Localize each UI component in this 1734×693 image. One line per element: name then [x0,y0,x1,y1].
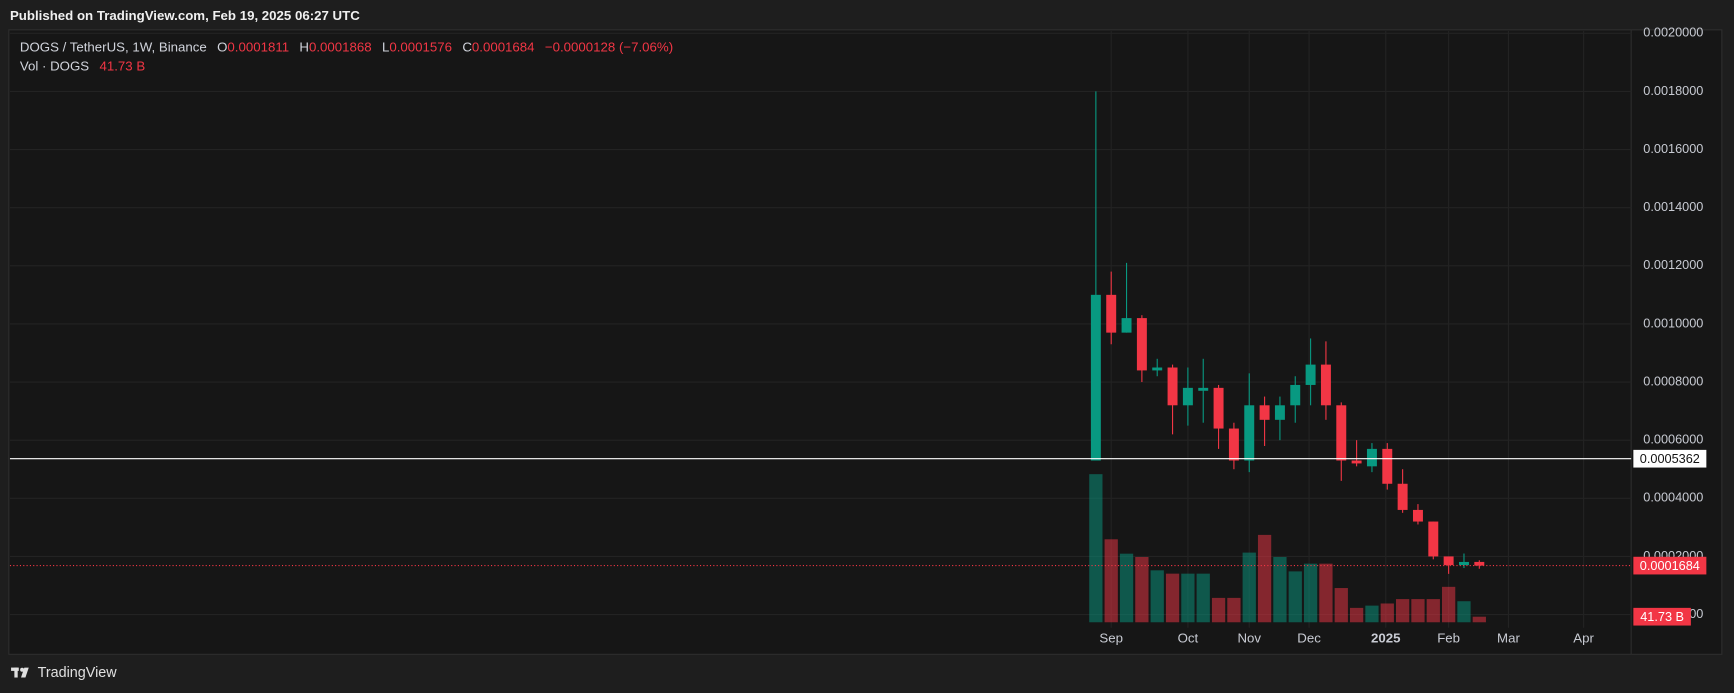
y-tick-label: 0.0016000 [1643,141,1703,156]
candle-body [1428,521,1439,557]
y-tick-label: 0.0020000 [1643,25,1703,40]
footer-logo [11,667,29,678]
y-tick-label: 0.0008000 [1643,373,1703,388]
symbol: DOGS / TetherUS, 1W, Binance [20,39,207,54]
y-tick-label: 0.0006000 [1643,432,1703,447]
ohlc-key: C [462,39,472,54]
candle-body [1320,364,1331,406]
last-price-label: 0.0001684 [1640,558,1700,573]
candle-body [1090,294,1101,461]
y-tick-label: 0.0018000 [1643,83,1703,98]
plot [9,91,1632,623]
volume-bar [1365,605,1379,623]
horizontal-line-label: 0.0005362 [1640,451,1700,466]
candle-body [1106,294,1117,333]
x-tick-label: Nov [1237,630,1261,645]
open-value: 0.0001811 [227,39,289,54]
high-value: 0.0001868 [309,39,372,54]
volume-bar [1165,573,1180,623]
last-price-tag [1633,556,1707,575]
x-tick-label: Oct [1178,630,1199,645]
y-tick-label: 0.0014000 [1643,199,1703,214]
volume-title: Vol · DOGS [20,58,89,73]
x-tick-label: Dec [1297,630,1321,645]
ohlc-key: O [217,39,227,54]
candle-body [1244,405,1255,461]
y-tick-label: 0.0004000 [1643,490,1703,505]
volume-bar [1211,597,1226,623]
candle-body [1213,387,1224,429]
candle-body [1412,509,1423,522]
volume-bar [1242,552,1256,623]
candle-body [1167,367,1178,406]
x-tick-label: Mar [1497,630,1520,645]
volume-bar [1319,563,1333,623]
candle-body [1152,367,1163,371]
candle-body [1336,405,1347,461]
candle-body [1458,561,1469,566]
volume-bar [1472,616,1486,623]
candle-body [1366,448,1377,467]
volume-bar [1349,607,1364,623]
volume-bar [1441,586,1456,623]
volume-header: Vol · DOGS 41.73 B [20,58,145,73]
volume-bar [1196,573,1210,623]
chart-frame [8,29,1723,655]
candle-body [1443,556,1454,566]
legend-header: DOGS / TetherUS, 1W, Binance O0.0001811 … [20,39,673,54]
volume-bar [1089,474,1103,623]
candle-body [1274,405,1285,420]
x-tick-label: Apr [1573,630,1594,645]
volume-bar [1288,571,1302,623]
volume-bar [1426,599,1440,623]
candle-body [1228,428,1239,461]
candle-body [1397,483,1408,510]
volume-bar [1457,601,1471,623]
candle-body [1182,387,1193,406]
volume-bar [1119,553,1134,623]
volume-bar [1303,563,1318,623]
y-tick-label: 0.0012000 [1643,257,1703,272]
volume-bar [1334,588,1348,623]
volume-bar [1227,597,1241,623]
grid [9,30,1632,628]
x-tick-label: Sep [1099,630,1123,645]
published-note: Published on TradingView.com, Feb 19, 20… [10,8,360,23]
candle-body [1474,561,1485,566]
y-tick-label: 0.0010000 [1643,315,1703,330]
footer-brand: TradingView [38,665,118,681]
candle-body [1136,318,1147,371]
volume-bar [1181,573,1195,623]
candle-body [1382,448,1393,484]
volume-bar [1104,539,1118,623]
ohlc-key: L [382,39,389,54]
candle-body [1198,387,1209,391]
x-tick-label: 2025 [1371,630,1400,645]
candle-body [1290,384,1301,406]
ohlc-key: H [299,39,309,54]
candle-body [1259,405,1270,420]
volume-bar [1257,534,1272,623]
volume-bar [1135,557,1149,623]
x-tick-label: Feb [1437,630,1460,645]
volume-value: 41.73 B [99,58,145,73]
candle-body [1305,364,1316,385]
change: −0.0000128 (−7.06%) [545,39,673,54]
volume-tag [1633,607,1691,626]
horizontal-line-tag [1633,449,1707,468]
low-value: 0.0001576 [389,39,452,54]
volume-bar [1150,570,1164,623]
volume-bar [1411,599,1425,623]
candle-body [1351,460,1362,464]
volume-bar [1273,557,1287,623]
close-value: 0.0001684 [472,39,535,54]
volume-bar [1395,599,1410,623]
volume-tag-label: 41.73 B [1640,609,1684,624]
volume-bar [1380,603,1394,623]
candle-body [1121,318,1132,333]
axis-labels: 0.00000000.00020000.00040000.00060000.00… [1099,25,1707,645]
